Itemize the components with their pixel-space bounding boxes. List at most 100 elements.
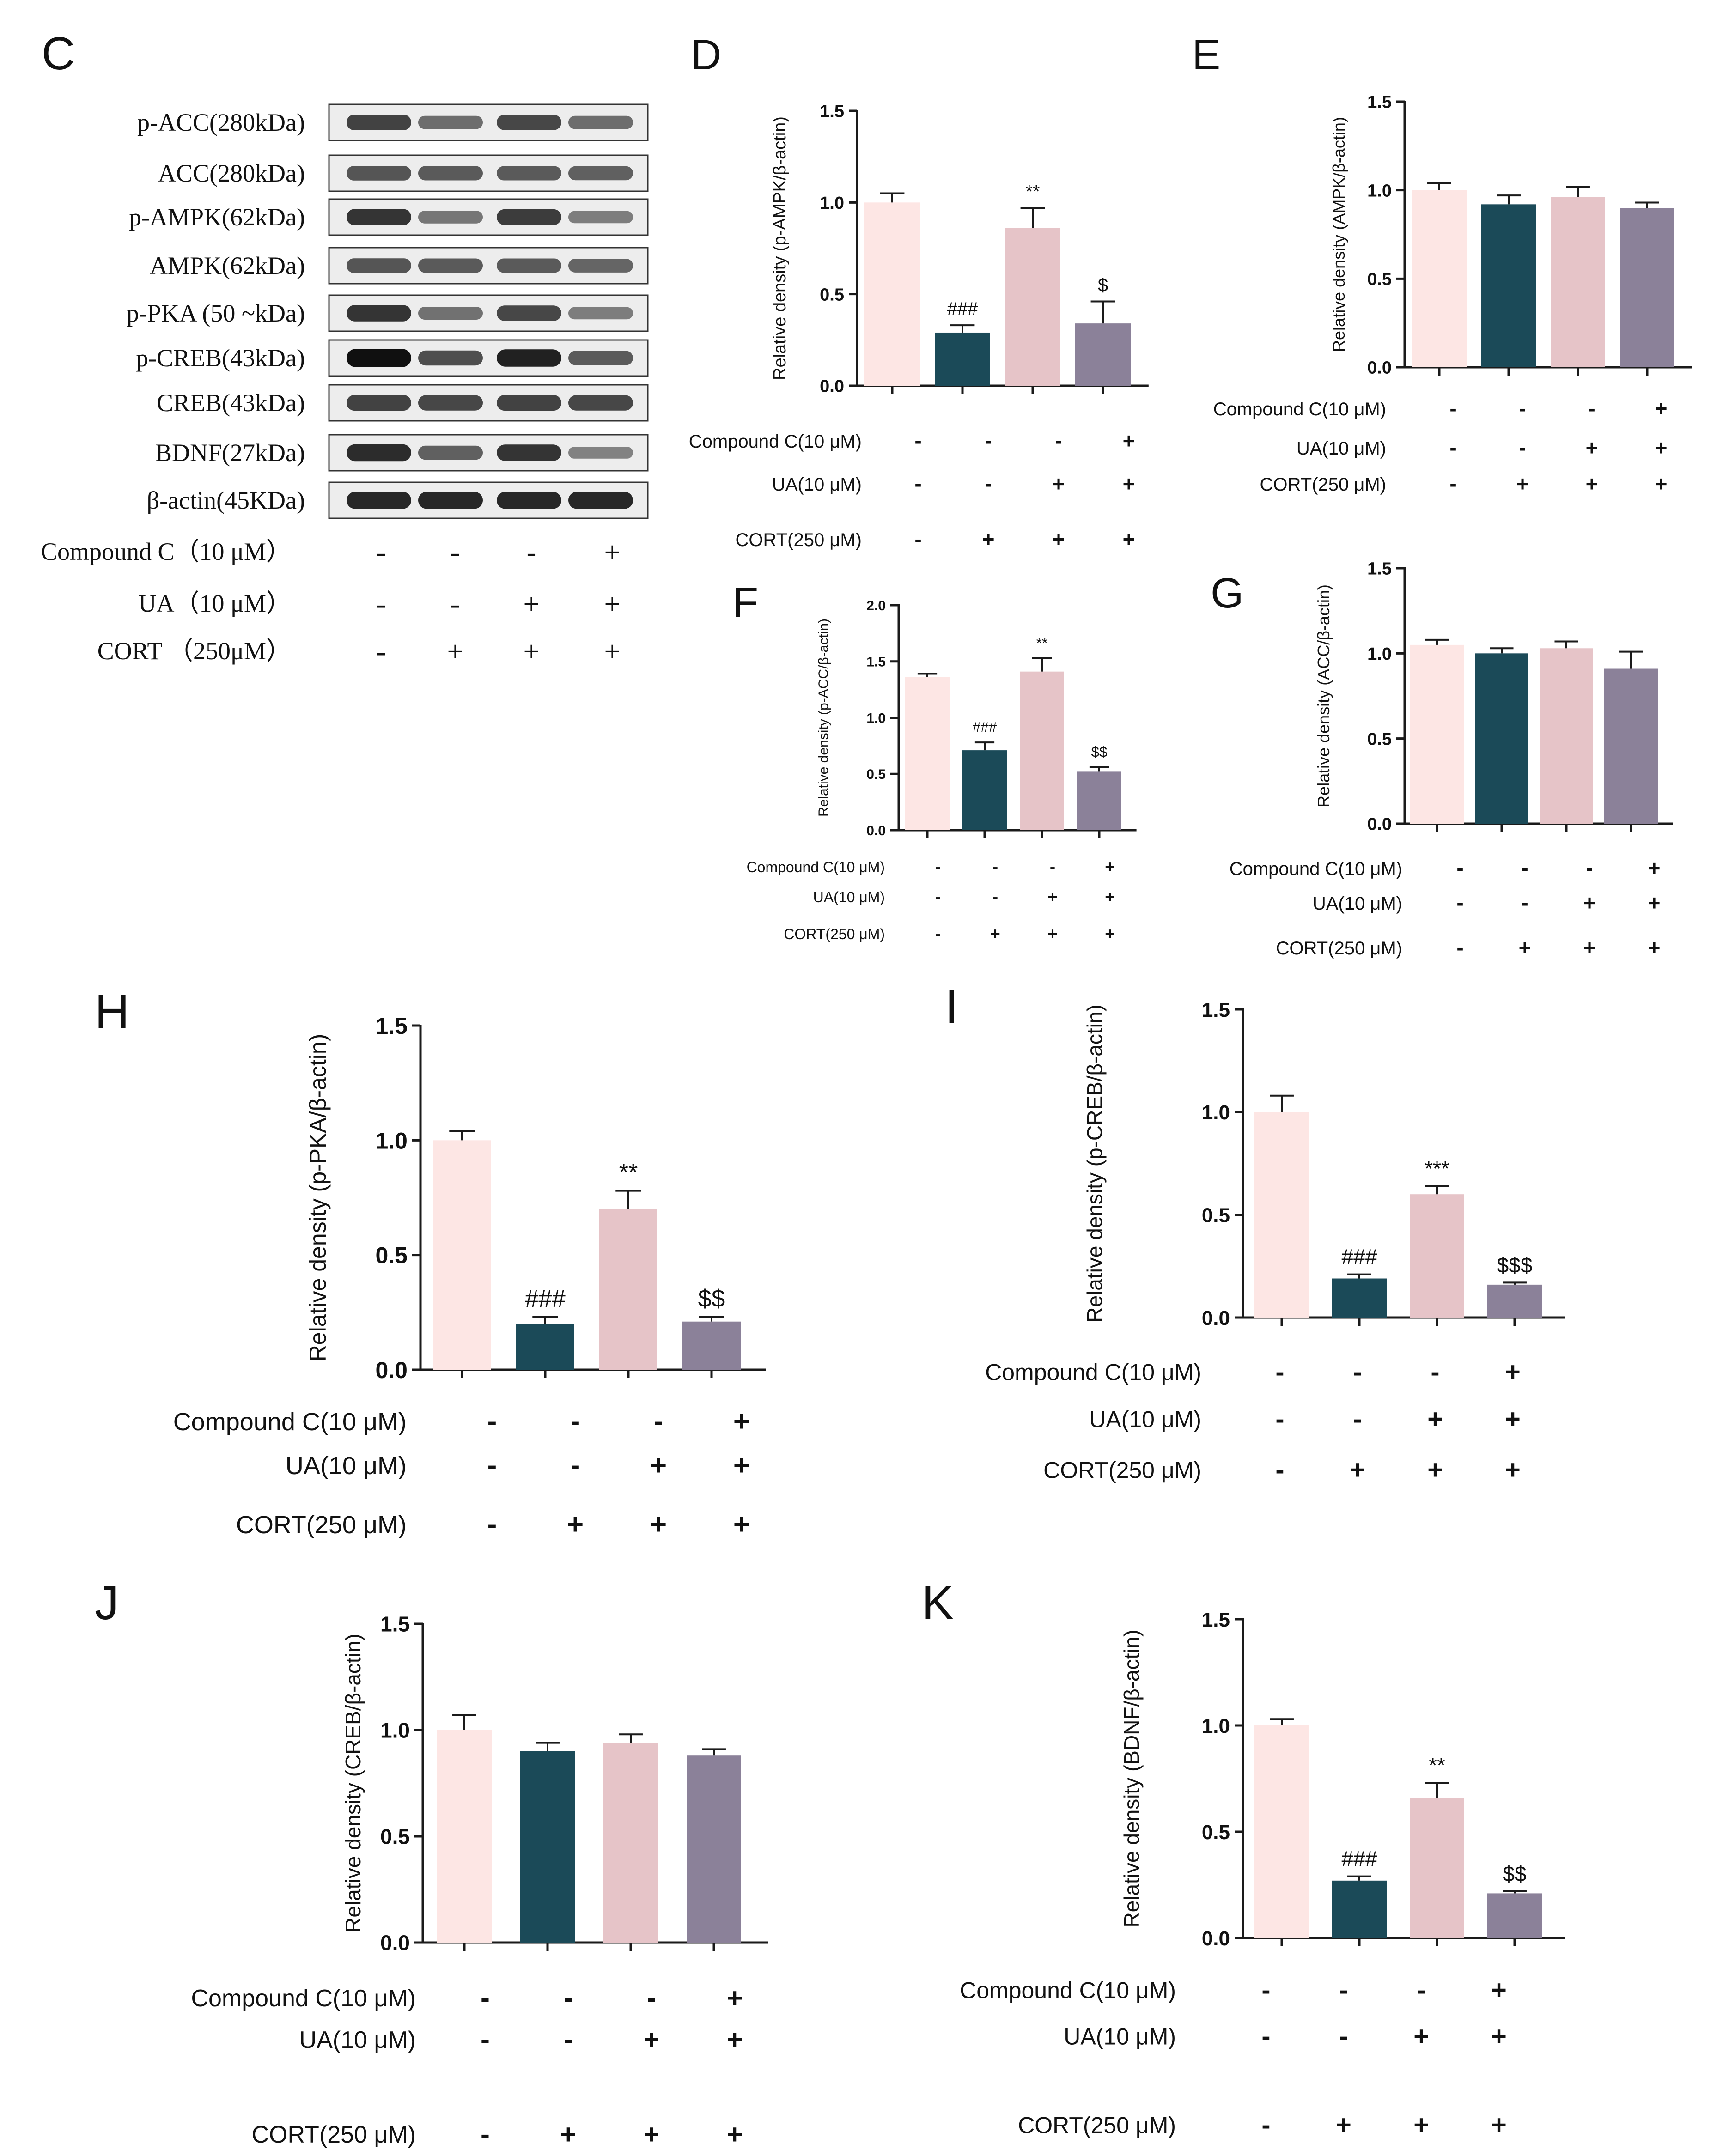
blot-strip	[328, 384, 649, 422]
blot-label: BDNF(27kDa)	[155, 439, 305, 467]
bar	[962, 750, 1007, 830]
chart-i: I 0.0 0.5 1.0 1.5 Relative density (p-CREB/β-…	[945, 980, 1565, 1485]
bar	[935, 332, 990, 386]
blot-band	[347, 166, 411, 181]
blot-band	[347, 115, 411, 130]
condition-label: UA(10 μM)	[772, 474, 862, 495]
condition-label: Compound C(10 μM)	[173, 1408, 407, 1436]
y-tick-label: 1.5	[375, 1013, 408, 1039]
panel-letter-d: D	[691, 31, 721, 79]
bar	[1254, 1112, 1309, 1318]
blot-band	[347, 444, 411, 462]
bar	[1481, 204, 1536, 367]
blot-label: β-actin(45KDa)	[147, 486, 305, 514]
blot-band	[568, 307, 633, 320]
bar	[1604, 668, 1658, 824]
bar	[1005, 228, 1060, 386]
condition-sign: -	[1431, 1357, 1439, 1387]
y-tick-label: 0.5	[820, 285, 844, 304]
condition-label: CORT(250 μM)	[1043, 1458, 1201, 1483]
condition-sign: -	[1519, 436, 1526, 460]
blot-band	[418, 211, 483, 224]
condition-sign: +	[727, 2119, 743, 2150]
error-bar	[1270, 1718, 1294, 1725]
error-bar	[1347, 1875, 1371, 1881]
bar	[864, 202, 920, 386]
condition-sign: -	[564, 2024, 573, 2055]
condition-sign: +	[1586, 472, 1598, 496]
condition-label: CORT(250 μM)	[736, 530, 862, 550]
condition-label: CORT(250 μM)	[784, 926, 885, 942]
panel-letter-e: E	[1192, 31, 1220, 79]
y-tick-label: 0.5	[1367, 729, 1392, 749]
condition-sign: +	[1655, 396, 1668, 420]
condition-sign: +	[1105, 924, 1115, 943]
y-tick-label: 1.0	[1367, 181, 1392, 200]
condition-label: Compound C（10 μM）	[41, 538, 291, 565]
condition-sign: -	[914, 429, 921, 453]
condition-sign: +	[1123, 527, 1135, 551]
bar	[1020, 671, 1064, 830]
condition-sign: +	[733, 1450, 750, 1482]
bar	[1487, 1893, 1542, 1938]
y-tick-label: 1.0	[820, 194, 844, 213]
condition-sign: +	[1053, 472, 1065, 496]
y-tick-label: 1.0	[375, 1128, 408, 1154]
condition-sign: +	[1648, 935, 1661, 960]
error-bar	[1425, 1185, 1449, 1195]
condition-label: UA(10 μM)	[813, 889, 885, 905]
y-tick-label: 1.0	[866, 711, 886, 726]
condition-sign: -	[1275, 1357, 1284, 1387]
blot-label: ACC(280kDa)	[158, 159, 305, 187]
condition-sign: -	[935, 924, 941, 943]
blot-band	[418, 115, 483, 129]
condition-label: CORT(250 μM)	[1260, 474, 1386, 495]
condition-sign: -	[487, 1406, 497, 1438]
significance-label: **	[1429, 1753, 1445, 1777]
condition-label: CORT （250μM）	[97, 637, 291, 665]
error-bar	[1089, 766, 1109, 772]
condition-sign: +	[560, 2119, 577, 2150]
condition-sign: +	[604, 589, 621, 620]
y-tick-label: 0.0	[375, 1357, 408, 1383]
condition-sign: +	[1655, 436, 1668, 460]
blot-band	[347, 209, 411, 225]
blot-band	[347, 349, 411, 367]
condition-sign: -	[1275, 1404, 1284, 1434]
condition-sign: +	[1491, 2110, 1507, 2140]
condition-label: UA(10 μM)	[286, 1452, 407, 1480]
error-bar	[1425, 1782, 1449, 1798]
chart-f: F 0.0 0.5 1.0 1.5 2.0 Relative density (p-ACC/…	[732, 579, 1137, 943]
bar	[1254, 1725, 1309, 1938]
significance-label: ###	[947, 299, 978, 319]
condition-label: Compound C(10 μM)	[985, 1360, 1201, 1385]
condition-sign: -	[1521, 891, 1528, 915]
significance-label: $$	[1503, 1862, 1526, 1886]
condition-sign: +	[1053, 527, 1065, 551]
condition-sign: +	[982, 527, 995, 551]
condition-sign: -	[1456, 891, 1463, 915]
y-tick-label: 0.5	[1202, 1821, 1230, 1844]
condition-sign: +	[524, 636, 540, 668]
chart-d: D 0.0 0.5 1.0 1.5 Relative density (p-AMPK/β-…	[689, 31, 1149, 551]
bar	[1075, 323, 1131, 386]
blot-band	[418, 166, 483, 181]
condition-sign: +	[1505, 1404, 1521, 1434]
condition-sign: -	[571, 1406, 580, 1438]
condition-sign: -	[1417, 1975, 1425, 2005]
significance-label: ###	[1341, 1847, 1377, 1871]
error-bar	[950, 324, 975, 333]
panel-letter-g: G	[1211, 570, 1244, 617]
bar	[682, 1321, 741, 1370]
blot-label: p-PKA (50 ~kDa)	[127, 299, 305, 327]
condition-sign: +	[1586, 436, 1598, 460]
significance-label: $$	[1091, 744, 1108, 760]
bar	[687, 1755, 741, 1943]
y-tick-label: 1.5	[820, 102, 844, 121]
panel-letter-j: J	[95, 1576, 119, 1630]
y-axis-label: Relative density (BDNF/β-actin)	[1120, 1629, 1144, 1927]
condition-label: Compound C(10 μM)	[747, 859, 885, 875]
condition-sign: -	[1353, 1357, 1362, 1387]
bar	[1540, 648, 1593, 824]
blot-band	[418, 492, 483, 509]
